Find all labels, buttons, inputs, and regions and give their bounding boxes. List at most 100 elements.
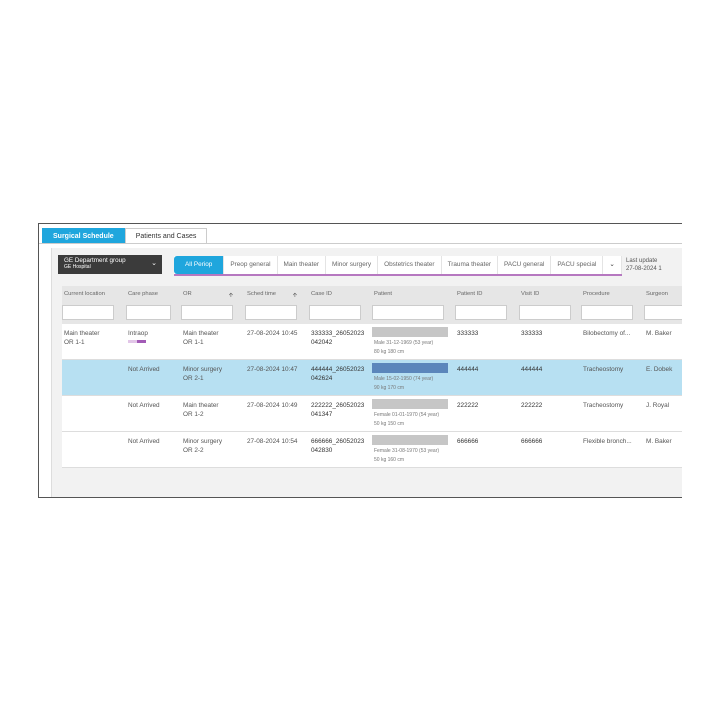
patient-name-redacted xyxy=(372,327,448,337)
column-filter-input[interactable] xyxy=(455,305,507,320)
patient-demographics: Male 31-12-1969 (53 year) xyxy=(374,340,434,346)
column-header-current-location[interactable]: Current location xyxy=(62,291,116,320)
case-id-line: 041347 xyxy=(311,411,333,418)
or-cell: Main theater OR 1-2 xyxy=(183,401,219,419)
or-area: Main theater xyxy=(183,402,219,409)
patient-measurements: 80 kg 180 cm xyxy=(374,349,405,355)
last-update-value: 27-08-2024 1 xyxy=(626,266,662,272)
column-header-surgeon[interactable]: Surgeon xyxy=(644,291,682,320)
patient-info: Male 31-12-1969 (53 year) 80 kg 180 cm xyxy=(374,339,433,357)
department-selector[interactable]: GE Department group GE Hospital ⌄ xyxy=(58,255,162,274)
sort-arrow-up-icon[interactable]: 🡩 xyxy=(228,293,233,299)
column-header-patient-id[interactable]: Patient ID xyxy=(455,291,509,320)
column-header-visit-id[interactable]: Visit ID xyxy=(519,291,573,320)
surgeon: E. Dobek xyxy=(646,366,673,373)
column-header-procedure[interactable]: Procedure xyxy=(581,291,635,320)
column-header-patient[interactable]: Patient xyxy=(372,291,444,320)
app-window: Surgical Schedule Patients and Cases GE … xyxy=(38,223,682,498)
patient-info: Female 31-08-1970 (53 year) 50 kg 160 cm xyxy=(374,447,439,465)
schedule-table: Current location Care phase OR 🡩 Sched time 🡩… xyxy=(62,286,682,468)
column-filter-input[interactable] xyxy=(372,305,444,320)
care-phase: Not Arrived xyxy=(128,401,160,410)
column-header-care-phase[interactable]: Care phase xyxy=(126,291,180,320)
sched-time: 27-08-2024 10:45 xyxy=(247,330,298,337)
patient-name-redacted xyxy=(372,363,448,373)
column-title: Visit ID xyxy=(521,291,540,297)
column-header-sched-time[interactable]: Sched time 🡩 xyxy=(245,291,299,320)
case-id-line: 333333_26052023 xyxy=(311,330,365,337)
sort-arrow-up-icon[interactable]: 🡩 xyxy=(292,293,297,299)
column-filter-input[interactable] xyxy=(644,305,682,320)
or-room: OR 1-2 xyxy=(183,411,204,418)
column-header-case-id[interactable]: Case ID xyxy=(309,291,363,320)
care-phase-label: Not Arrived xyxy=(128,438,160,445)
main-tabs: Surgical Schedule Patients and Cases xyxy=(42,228,208,243)
sched-time: 27-08-2024 10:54 xyxy=(247,438,298,445)
column-filter-input[interactable] xyxy=(62,305,114,320)
location-line: OR 1-1 xyxy=(64,339,85,346)
department-name: GE Department group xyxy=(64,257,126,264)
visit-id: 666666 xyxy=(521,438,543,445)
column-filter-input[interactable] xyxy=(309,305,361,320)
tab-divider xyxy=(39,243,682,244)
or-area: Main theater xyxy=(183,330,219,337)
patient-demographics: Male 15-02-1950 (74 year) xyxy=(374,376,434,382)
location-filter-tabs: All Periop Preop general Main theater Mi… xyxy=(174,256,622,276)
case-id-line: 222222_26052023 xyxy=(311,402,365,409)
table-header: Current location Care phase OR 🡩 Sched time 🡩… xyxy=(62,286,682,324)
filter-trauma-theater[interactable]: Trauma theater xyxy=(442,256,499,274)
filter-minor-surgery[interactable]: Minor surgery xyxy=(326,256,379,274)
case-id: 222222_26052023 041347 xyxy=(311,401,364,419)
or-room: OR 1-1 xyxy=(183,339,204,346)
care-phase: Not Arrived xyxy=(128,437,160,446)
table-row[interactable]: Not Arrived Minor surgery OR 2-1 27-08-20… xyxy=(62,360,682,396)
or-cell: Main theater OR 1-1 xyxy=(183,329,219,347)
column-filter-input[interactable] xyxy=(581,305,633,320)
table-row[interactable]: Not Arrived Minor surgery OR 2-2 27-08-20… xyxy=(62,432,682,468)
tab-surgical-schedule[interactable]: Surgical Schedule xyxy=(42,228,125,243)
tab-patients-and-cases[interactable]: Patients and Cases xyxy=(124,228,208,243)
filter-preop-general[interactable]: Preop general xyxy=(224,256,278,274)
patient-id: 444444 xyxy=(457,366,479,373)
more-filters-chevron-icon[interactable]: ⌄ xyxy=(603,256,622,274)
case-id: 444444_26052023 042624 xyxy=(311,365,364,383)
surgeon: M. Baker xyxy=(646,438,672,445)
filter-main-theater[interactable]: Main theater xyxy=(278,256,327,274)
location-line: Main theater xyxy=(64,330,100,337)
column-title: OR xyxy=(183,291,192,297)
patient-id: 666666 xyxy=(457,438,479,445)
column-title: Procedure xyxy=(583,291,610,297)
patient-id: 333333 xyxy=(457,330,479,337)
column-filter-input[interactable] xyxy=(519,305,571,320)
column-title: Care phase xyxy=(128,291,158,297)
filter-obstetrics-theater[interactable]: Obstetrics theater xyxy=(378,256,442,274)
surgeon: J. Royal xyxy=(646,402,670,409)
patient-measurements: 50 kg 150 cm xyxy=(374,421,405,427)
column-title: Patient ID xyxy=(457,291,483,297)
column-header-or[interactable]: OR 🡩 xyxy=(181,291,235,320)
care-phase: Not Arrived xyxy=(128,365,160,374)
procedure: Tracheostomy xyxy=(583,366,624,373)
filter-all-periop[interactable]: All Periop xyxy=(174,256,225,274)
patient-demographics: Female 01-01-1970 (54 year) xyxy=(374,412,440,418)
filter-pacu-general[interactable]: PACU general xyxy=(498,256,552,274)
care-phase-label: Intraop xyxy=(128,330,148,337)
table-row[interactable]: Main theater OR 1-1 Intraop Main theater O… xyxy=(62,324,682,360)
column-title: Patient xyxy=(374,291,393,297)
column-filter-input[interactable] xyxy=(126,305,171,320)
patient-name-redacted xyxy=(372,399,448,409)
patient-name-redacted xyxy=(372,435,448,445)
case-id: 333333_26052023 042042 xyxy=(311,329,364,347)
case-id-line: 444444_26052023 xyxy=(311,366,365,373)
procedure: Flexible bronch... xyxy=(583,438,632,445)
filter-pacu-special[interactable]: PACU special xyxy=(551,256,604,274)
current-location: Main theater OR 1-1 xyxy=(64,329,100,347)
case-id-line: 042624 xyxy=(311,375,333,382)
table-row[interactable]: Not Arrived Main theater OR 1-2 27-08-202… xyxy=(62,396,682,432)
patient-info: Male 15-02-1950 (74 year) 90 kg 170 cm xyxy=(374,375,433,393)
column-filter-input[interactable] xyxy=(181,305,233,320)
schedule-panel: GE Department group GE Hospital ⌄ All Pe… xyxy=(51,248,682,497)
column-filter-input[interactable] xyxy=(245,305,297,320)
chevron-down-icon: ⌄ xyxy=(151,260,157,267)
surgeon: M. Baker xyxy=(646,330,672,337)
